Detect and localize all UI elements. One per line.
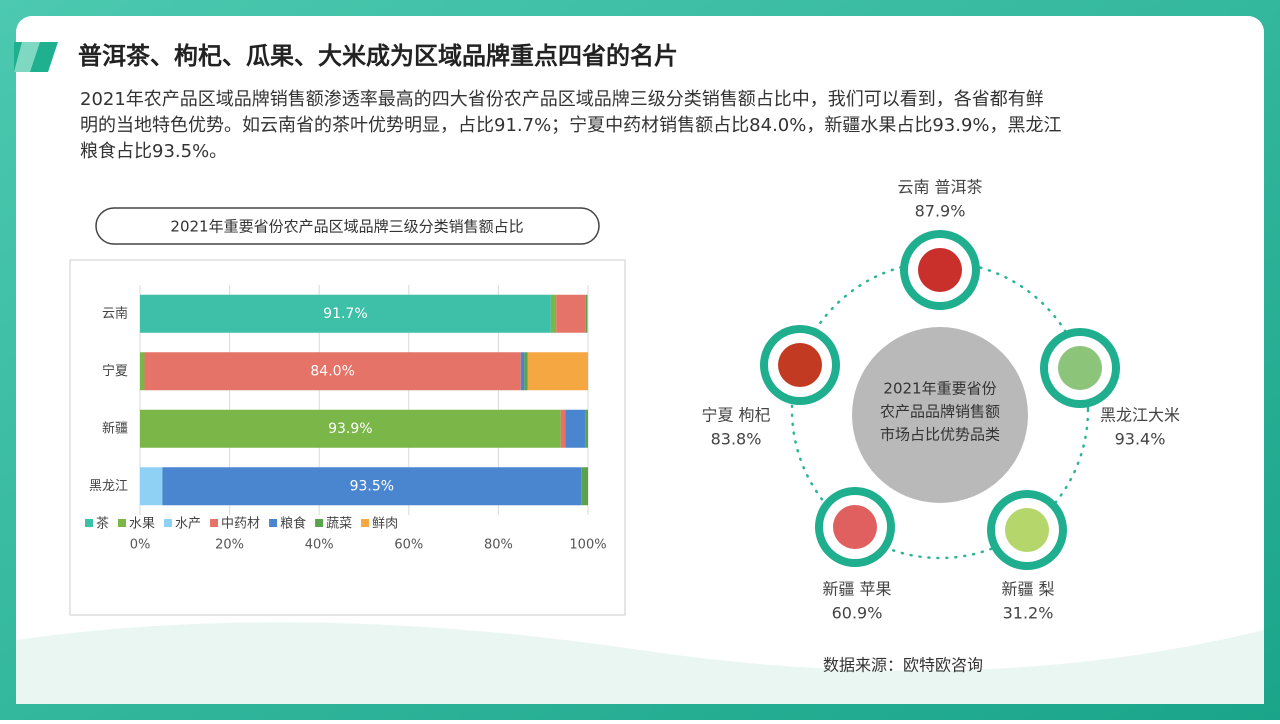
node-label: 新疆 梨 [1001,580,1054,599]
legend-label: 鲜肉 [372,517,398,532]
legend-label: 蔬菜 [326,517,352,532]
node-icon-fill [778,343,822,387]
legend-swatch [269,519,278,527]
bar-segment [556,294,586,333]
bar-segment [524,352,528,391]
bar-segment [140,467,163,506]
bar-segment [140,352,145,391]
title: 普洱茶、枸杞、瓜果、大米成为区域品牌重点四省的名片 [78,42,678,70]
legend-label: 水果 [129,517,155,532]
bar-segment [527,352,588,391]
node-value: 87.9% [915,202,966,221]
y-tick-label: 新疆 [102,420,128,436]
node-label: 宁夏 枸杞 [701,406,770,425]
x-tick-label: 100% [569,538,606,553]
legend-swatch [210,519,219,527]
node-icon-fill [833,505,877,549]
bar-segment [520,352,525,391]
bar-segment [140,294,551,333]
legend-label: 中药材 [221,517,260,532]
node-value: 83.8% [711,430,762,449]
node-icon-fill [1005,508,1049,552]
bar-segment [585,409,588,448]
data-label: 91.7% [323,306,367,322]
node-icon-fill [1058,346,1102,390]
legend-label: 水产 [175,517,201,532]
legend-label: 粮食 [280,516,306,532]
node-label: 新疆 苹果 [822,580,891,599]
paragraph-line: 粮食占比93.5%。 [80,141,227,162]
node-value: 60.9% [832,604,883,623]
node-icon-fill [918,248,962,292]
node-value: 93.4% [1115,430,1166,449]
bar-segment [162,467,582,506]
chart-title-box [95,207,600,245]
x-tick-label: 40% [305,538,334,553]
center-text: 农产品品牌销售额 [880,403,1000,421]
legend-swatch [164,519,173,527]
legend-swatch [315,519,324,527]
y-tick-label: 云南 [102,305,128,321]
data-label: 84.0% [310,363,354,379]
title-icon [14,42,40,72]
bar-segment [587,294,588,333]
node-value: 31.2% [1003,604,1054,623]
bar-segment [144,352,521,391]
paragraph-line: 2021年农产品区域品牌销售额渗透率最高的四大省份农产品区域品牌三级分类销售额占… [80,89,1044,110]
center-text: 市场占比优势品类 [880,426,1000,444]
wave [16,622,1264,704]
x-tick-label: 80% [484,538,513,553]
paragraph-line: 明的当地特色优势。如云南省的茶叶优势明显，占比91.7%；宁夏中药材销售额占比8… [80,115,1062,136]
legend-swatch [85,519,93,527]
ring [790,260,1090,560]
x-tick-label: 60% [394,538,423,553]
center-circle [852,327,1028,503]
source: 数据来源：欧特欧咨询 [823,656,983,675]
x-tick-label: 0% [130,538,151,553]
chart-title: 2021年重要省份农产品区域品牌三级分类销售额占比 [170,218,523,236]
data-label: 93.9% [328,421,372,437]
x-tick-label: 20% [215,538,244,553]
bar-segment [565,409,586,448]
bar-segment [550,294,557,333]
legend-swatch [361,519,370,527]
center-text: 2021年重要省份 [883,380,996,398]
node-label: 黑龙江大米 [1100,406,1180,425]
bar-segment [581,467,588,506]
node-label: 云南 普洱茶 [897,178,982,197]
bar-segment [140,409,561,448]
y-tick-label: 宁夏 [102,363,128,379]
bar-segment [585,294,588,333]
legend-label: 茶 [96,516,109,532]
y-tick-label: 黑龙江 [89,479,128,494]
bar-segment [560,409,566,448]
legend-swatch [118,519,127,527]
data-label: 93.5% [350,478,394,494]
